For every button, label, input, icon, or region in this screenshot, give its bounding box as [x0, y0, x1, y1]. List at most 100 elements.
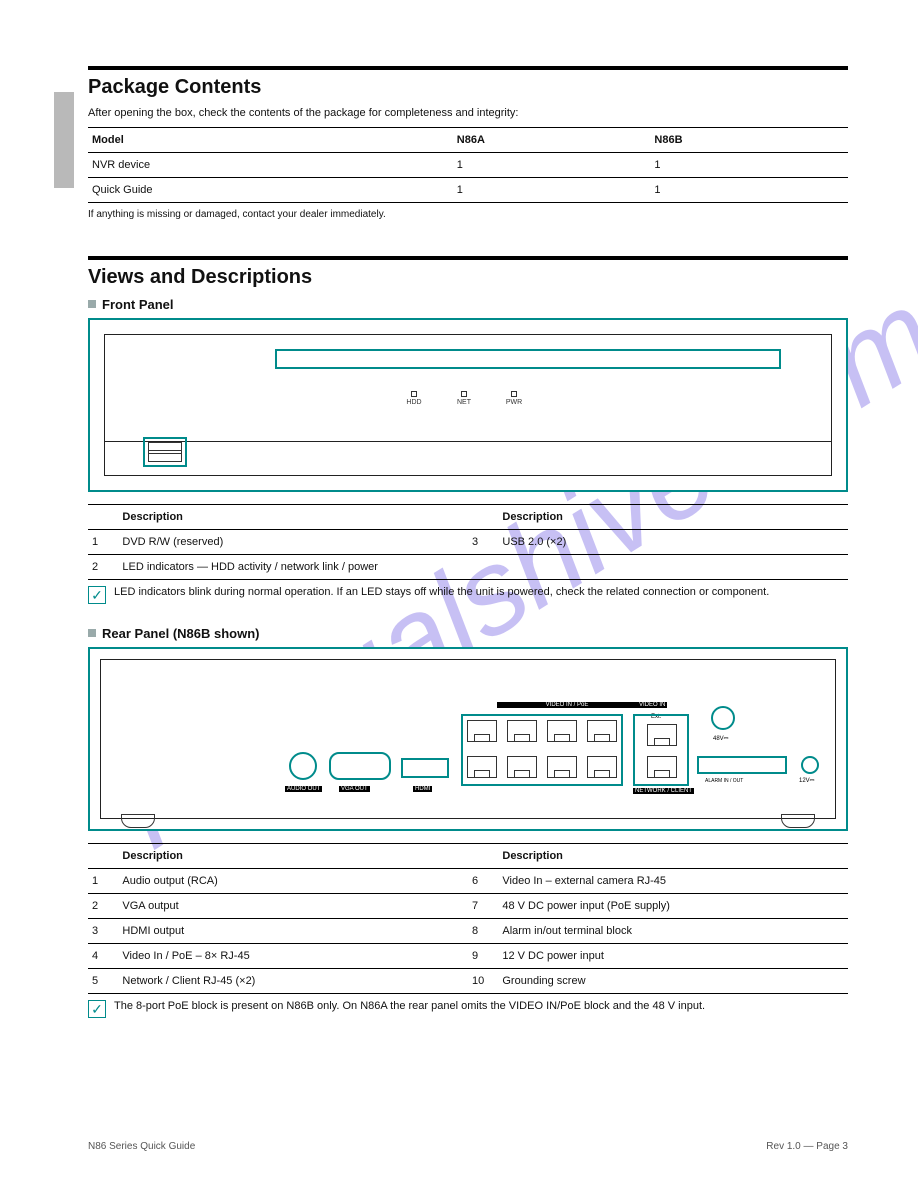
- bullet-icon: [88, 629, 96, 637]
- th: Description: [118, 844, 468, 869]
- usb-ports: [143, 437, 187, 467]
- label: AUDIO OUT: [285, 786, 322, 792]
- rear-callout-table: Description Description 1Audio output (R…: [88, 843, 848, 994]
- front-note: ✓ LED indicators blink during normal ope…: [88, 586, 848, 604]
- td: 2: [88, 894, 118, 919]
- foot: [121, 814, 155, 828]
- dvd-tray: [275, 349, 781, 369]
- power-48v: [711, 706, 735, 730]
- td: 10: [468, 969, 498, 994]
- td: USB 2.0 (×2): [498, 530, 848, 555]
- label: 48V⎓: [711, 736, 730, 743]
- td: 1: [650, 178, 848, 203]
- rule: [88, 66, 848, 70]
- td: Alarm in/out terminal block: [498, 919, 848, 944]
- td: 12 V DC power input: [498, 944, 848, 969]
- td: 5: [88, 969, 118, 994]
- section-title: Package Contents: [88, 76, 848, 99]
- led-pwr: PWR: [505, 391, 523, 406]
- label: Rear Panel (N86B shown): [102, 626, 260, 641]
- chassis: AUDIO OUT VGA OUT HDMI VIDEO IN / PoE VI…: [100, 659, 836, 819]
- power-12v: [801, 756, 819, 774]
- rj45-port: [647, 724, 677, 746]
- td: Grounding screw: [498, 969, 848, 994]
- page-content: Package Contents After opening the box, …: [88, 66, 848, 1054]
- views-section: Views and Descriptions Front Panel HDD N…: [88, 256, 848, 1018]
- label: 12V⎓: [797, 778, 816, 785]
- rj45-port: [467, 756, 497, 778]
- th: Description: [118, 505, 468, 530]
- rj45-port: [547, 720, 577, 742]
- td: 1: [88, 530, 118, 555]
- label: ALARM IN / OUT: [703, 778, 745, 784]
- td: HDMI output: [118, 919, 468, 944]
- videoin-block: [633, 714, 689, 786]
- front-panel-diagram: HDD NET PWR: [88, 318, 848, 492]
- rj45-port: [507, 756, 537, 778]
- chassis: HDD NET PWR: [104, 334, 832, 476]
- label: NETWORK / CLIENT: [633, 788, 694, 794]
- note-text: LED indicators blink during normal opera…: [114, 586, 769, 598]
- contents-table: Model N86A N86B NVR device 1 1 Quick Gui…: [88, 127, 848, 203]
- rear-note: ✓ The 8-port PoE block is present on N86…: [88, 1000, 848, 1018]
- label: HDMI: [413, 786, 432, 792]
- rj45-port: [547, 756, 577, 778]
- td: 3: [468, 530, 498, 555]
- rear-heading: Rear Panel (N86B shown): [88, 626, 848, 641]
- td: LED indicators — HDD activity / network …: [118, 555, 848, 580]
- footer-left: N86 Series Quick Guide: [88, 1141, 195, 1152]
- vga-port: [329, 752, 391, 780]
- td: 9: [468, 944, 498, 969]
- rule: [88, 256, 848, 260]
- rj45-port: [507, 720, 537, 742]
- label: VGA OUT: [339, 786, 370, 792]
- label: VIDEO IN: [637, 702, 667, 708]
- intro-text: After opening the box, check the content…: [88, 107, 848, 119]
- td: 2: [88, 555, 118, 580]
- td: 8: [468, 919, 498, 944]
- td: 6: [468, 869, 498, 894]
- rj45-port: [647, 756, 677, 778]
- led-hdd: HDD: [405, 391, 423, 406]
- alarm-terminal: [697, 756, 787, 774]
- table-footer: If anything is missing or damaged, conta…: [88, 209, 848, 220]
- th: [468, 505, 498, 530]
- poe-block: [461, 714, 623, 786]
- check-icon: ✓: [88, 586, 106, 604]
- th: Description: [498, 844, 848, 869]
- page-footer: N86 Series Quick Guide Rev 1.0 — Page 3: [88, 1141, 848, 1152]
- td: 3: [88, 919, 118, 944]
- td: 7: [468, 894, 498, 919]
- th: Model: [88, 128, 453, 153]
- th: N86B: [650, 128, 848, 153]
- th: [88, 844, 118, 869]
- td: 48 V DC power input (PoE supply): [498, 894, 848, 919]
- front-callout-table: Description Description 1 DVD R/W (reser…: [88, 504, 848, 580]
- bullet-icon: [88, 300, 96, 308]
- td: Audio output (RCA): [118, 869, 468, 894]
- th: [468, 844, 498, 869]
- td: 4: [88, 944, 118, 969]
- rear-panel-diagram: AUDIO OUT VGA OUT HDMI VIDEO IN / PoE VI…: [88, 647, 848, 831]
- td: DVD R/W (reserved): [118, 530, 468, 555]
- th: N86A: [453, 128, 651, 153]
- td: 1: [453, 153, 651, 178]
- hdmi-port: [401, 758, 449, 778]
- led-net: NET: [455, 391, 473, 406]
- note-text: The 8-port PoE block is present on N86B …: [114, 1000, 705, 1012]
- rj45-port: [587, 720, 617, 742]
- section-title: Views and Descriptions: [88, 266, 848, 289]
- label: VIDEO IN / PoE: [497, 702, 637, 708]
- footer-right: Rev 1.0 — Page 3: [766, 1141, 848, 1152]
- td: 1: [88, 869, 118, 894]
- th: [88, 505, 118, 530]
- td: Network / Client RJ-45 (×2): [118, 969, 468, 994]
- td: VGA output: [118, 894, 468, 919]
- td: 1: [650, 153, 848, 178]
- th: Description: [498, 505, 848, 530]
- check-icon: ✓: [88, 1000, 106, 1018]
- lower-bar: [105, 441, 831, 475]
- foot: [781, 814, 815, 828]
- rj45-port: [467, 720, 497, 742]
- td: Video In – external camera RJ-45: [498, 869, 848, 894]
